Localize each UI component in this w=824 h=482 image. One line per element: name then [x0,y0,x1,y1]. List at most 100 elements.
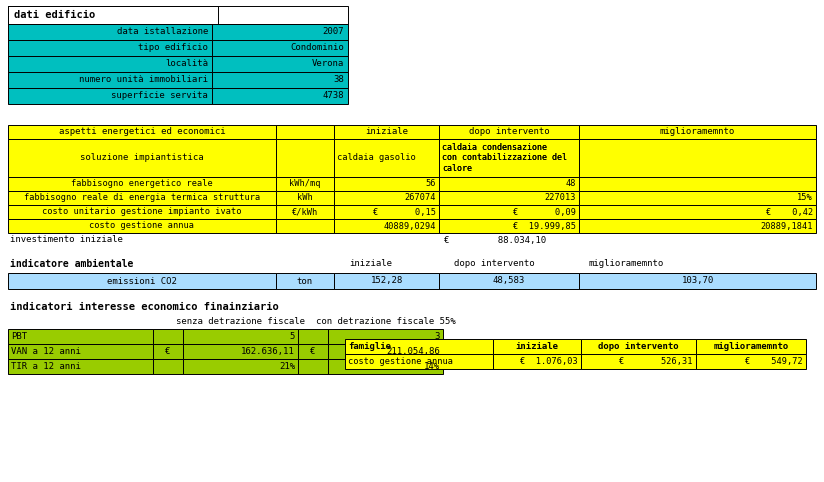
Text: 162.636,11: 162.636,11 [241,347,295,356]
Text: indicatori interesse economico finainziario: indicatori interesse economico finainzia… [10,302,279,312]
Bar [276,191,334,205]
Text: fabbisogno reale di energia termica struttura: fabbisogno reale di energia termica stru… [24,193,260,202]
Text: ton: ton [297,277,313,285]
Text: 15%: 15% [798,193,813,202]
Text: caldaia gasolio: caldaia gasolio [337,153,416,162]
Text: costo gestione annua: costo gestione annua [348,357,453,366]
Bar [212,40,348,56]
Bar [493,354,581,369]
Bar [212,56,348,72]
Bar [579,139,816,177]
Text: caldaia condensazione
con contabilizzazione del
calore: caldaia condensazione con contabilizzazi… [442,143,567,173]
Bar [276,139,334,177]
Text: €    549,72: € 549,72 [745,357,803,366]
Bar [276,219,334,233]
Text: con detrazione fiscale 55%: con detrazione fiscale 55% [316,317,456,325]
Text: 48,583: 48,583 [493,277,525,285]
Bar [581,339,696,354]
Text: 227013: 227013 [545,193,576,202]
Bar [345,339,493,354]
Text: famiglie: famiglie [348,342,391,351]
Bar [8,219,276,233]
Bar [579,205,816,219]
Text: 5: 5 [289,332,295,341]
Text: Condominio: Condominio [290,43,344,53]
Text: 40889,0294: 40889,0294 [383,222,436,230]
Text: emissioni CO2: emissioni CO2 [107,277,177,285]
Text: dopo intervento: dopo intervento [469,128,550,136]
Text: PBT: PBT [11,332,27,341]
Text: Verona: Verona [311,59,344,68]
Bar [579,219,816,233]
Text: miglioramemnto: miglioramemnto [714,342,789,351]
Bar [298,329,328,344]
Text: indicatore ambientale: indicatore ambientale [10,259,133,269]
Bar [334,273,439,289]
Bar [328,359,443,374]
Text: dopo intervento: dopo intervento [454,259,535,268]
Bar [8,177,276,191]
Bar [439,191,579,205]
Bar [579,273,816,289]
Text: miglioramemnto: miglioramemnto [589,259,664,268]
Bar [439,219,579,233]
Text: €         88.034,10: € 88.034,10 [444,236,546,244]
Text: VAN a 12 anni: VAN a 12 anni [11,347,81,356]
Bar [8,6,348,24]
Text: 21%: 21% [279,362,295,371]
Text: €       0,15: € 0,15 [373,207,436,216]
Text: €/kWh: €/kWh [292,207,318,216]
Text: 267074: 267074 [405,193,436,202]
Text: iniziale: iniziale [365,128,408,136]
Bar [212,72,348,88]
Text: caldaia condensazione
con contabilizzazione del
calore: caldaia condensazione con contabilizzazi… [442,143,567,173]
Bar [439,177,579,191]
Text: dopo intervento: dopo intervento [598,342,679,351]
Bar [8,273,276,289]
Bar [298,359,328,374]
Bar [212,24,348,40]
Text: 152,28: 152,28 [370,277,403,285]
Text: TIR a 12 anni: TIR a 12 anni [11,362,81,371]
Bar [276,125,334,139]
Text: località: località [165,59,208,68]
Bar [334,125,439,139]
Text: senza detrazione fiscale: senza detrazione fiscale [176,317,305,325]
Bar [276,177,334,191]
Bar [439,273,579,289]
Text: €: € [166,347,171,356]
Text: miglioramemnto: miglioramemnto [660,128,735,136]
Bar [276,273,334,289]
Text: 38: 38 [333,76,344,84]
Bar [579,191,816,205]
Text: €       0,09: € 0,09 [513,207,576,216]
Text: tipo edificio: tipo edificio [138,43,208,53]
Bar [8,6,218,24]
Bar [328,344,443,359]
Text: 4738: 4738 [322,92,344,101]
Text: 3: 3 [434,332,440,341]
Text: 103,70: 103,70 [681,277,714,285]
Text: 14%: 14% [424,362,440,371]
Text: €    0,42: € 0,42 [765,207,813,216]
Bar [439,125,579,139]
Bar [298,344,328,359]
Text: dati edificio: dati edificio [14,10,96,20]
Text: €  19.999,85: € 19.999,85 [513,222,576,230]
Bar [183,344,298,359]
Text: iniziale: iniziale [516,342,559,351]
Bar [183,359,298,374]
Bar [334,205,439,219]
Bar [439,205,579,219]
Text: 56: 56 [425,179,436,188]
Text: 211.054,86: 211.054,86 [386,347,440,356]
Bar [696,339,806,354]
Text: numero unità immobiliari: numero unità immobiliari [79,76,208,84]
Bar [8,72,212,88]
Text: aspetti energetici ed economici: aspetti energetici ed economici [59,128,225,136]
Text: €  1.076,03: € 1.076,03 [520,357,578,366]
Bar [8,24,212,40]
Bar [8,56,212,72]
Bar [579,177,816,191]
Bar [334,177,439,191]
